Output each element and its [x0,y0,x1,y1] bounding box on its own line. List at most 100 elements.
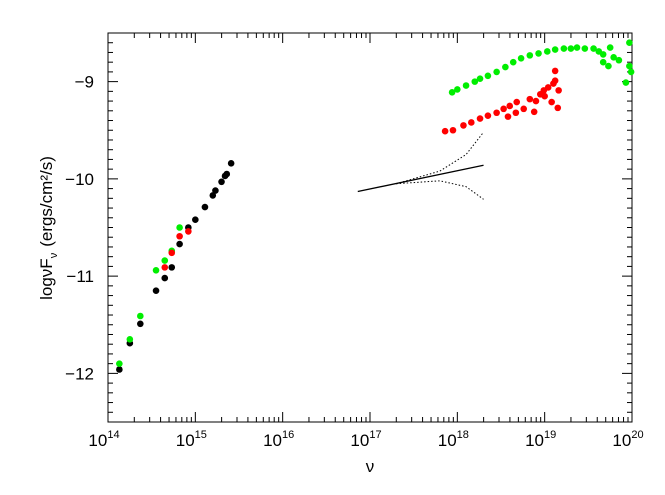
data-point [476,75,484,83]
x-tick-label: 1017 [350,429,381,450]
x-tick-label: 1014 [88,429,119,450]
powerlaw-upper-bound [396,131,484,185]
x-tick-base: 10 [350,431,369,450]
data-point [581,45,589,52]
data-point [520,105,528,113]
data-point [449,126,457,134]
data-point [176,240,183,248]
x-axis-label: ν [366,457,375,476]
x-tick-exponent: 14 [107,429,119,441]
x-tick-label: 1020 [612,429,643,450]
data-point [590,45,597,52]
data-point [484,72,492,80]
data-point [513,98,521,106]
data-point [161,257,169,264]
y-label-main: logνF [37,258,56,300]
x-tick-exponent: 16 [282,429,294,441]
data-point [126,336,134,343]
data-point [517,54,525,62]
data-point [526,52,534,59]
y-label-sub: ν [48,252,60,258]
y-tick-label: −11 [66,267,94,286]
y-tick-label: −9 [75,73,94,92]
data-point [554,104,562,112]
x-tick-label: 1018 [438,429,469,450]
data-point [152,266,160,274]
data-point [599,51,607,58]
data-point [176,232,183,240]
y-label-units: (ergs/cm²/s) [37,156,56,247]
data-point [454,86,461,93]
data-point [137,312,144,320]
data-point [555,87,562,94]
data-point [168,249,176,257]
data-point [627,68,635,76]
data-point [530,108,538,116]
data-point [532,97,540,105]
data-point [223,170,231,178]
data-point [509,58,517,66]
data-point [484,112,492,119]
x-tick-label: 1015 [176,429,207,450]
x-tick-exponent: 17 [369,429,381,441]
data-point [161,274,169,282]
axis-ticks [107,32,632,423]
data-point [176,224,183,231]
data-point [506,102,514,110]
data-point [468,119,475,126]
x-tick-base: 10 [612,431,631,450]
x-tick-exponent: 15 [195,429,207,441]
x-tick-exponent: 19 [544,429,556,441]
data-point [460,122,467,129]
data-point [551,46,559,53]
x-tick-label: 1016 [263,429,294,450]
data-point [610,54,617,61]
data-point [599,58,607,66]
data-point [560,45,568,52]
data-point [462,82,470,89]
data-point [573,44,581,51]
data-point [548,98,555,106]
data-point [218,178,225,186]
data-point [116,366,123,373]
data-point [476,115,484,122]
data-point [567,45,575,52]
data-point [493,68,500,76]
data-point [605,62,612,70]
x-tick-label: 1019 [525,429,556,450]
data-point [185,228,192,235]
x-tick-base: 10 [88,431,107,450]
data-point [622,79,630,86]
data-point [502,63,509,71]
data-point [152,287,160,295]
x-tick-base: 10 [176,431,195,450]
data-point [201,203,209,211]
data-point [606,44,614,51]
data-point [551,67,559,75]
data-point [192,216,199,224]
data-point [512,109,520,117]
x-tick-exponent: 20 [631,429,643,441]
data-point [227,160,235,167]
y-tick-label: −10 [65,170,94,189]
y-axis-label: logνFν (ergs/cm²/s) [37,156,60,300]
x-tick-base: 10 [438,431,457,450]
powerlaw-bowtie [357,131,484,200]
data-point [544,84,552,91]
data-points [116,39,635,373]
data-point [441,127,449,135]
y-tick-labels: −9 −10 −11 −12 [65,73,94,384]
data-point [161,264,169,271]
data-point [543,48,551,55]
data-point [209,192,217,199]
data-point [212,187,219,194]
data-point [615,56,623,64]
data-point [471,78,479,85]
data-point [626,62,633,70]
x-tick-base: 10 [525,431,544,450]
data-point [168,264,176,271]
data-point [448,89,456,96]
powerlaw-fit-line [357,164,484,193]
data-point [137,320,144,328]
